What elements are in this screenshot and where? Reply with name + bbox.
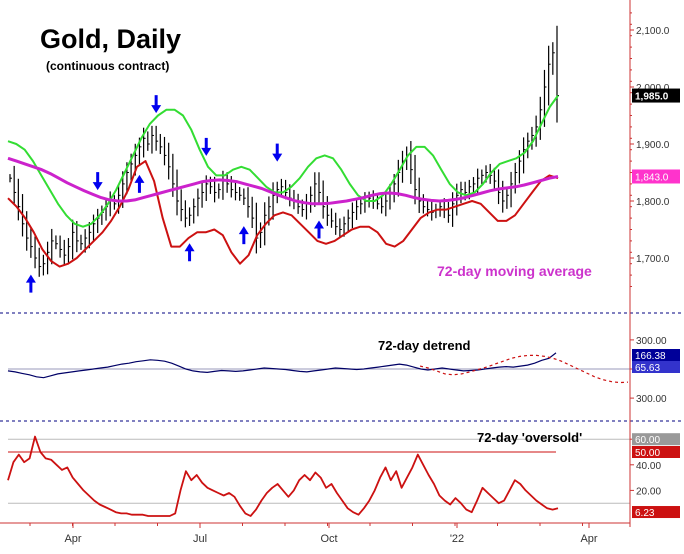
- up-arrow: [25, 274, 36, 293]
- last-value-label: 50.00: [635, 448, 660, 459]
- last-value-label: 166.38: [635, 351, 666, 362]
- y-tick-label: 2,000.0: [636, 83, 670, 94]
- last-value-box: [632, 433, 680, 446]
- last-value-label: 1,843.0: [635, 172, 669, 183]
- price-panel: [7, 25, 559, 293]
- oversold-panel: [7, 435, 630, 517]
- x-tick-label: '22: [450, 533, 464, 545]
- down-arrow: [92, 172, 103, 191]
- x-tick-label: Oct: [320, 533, 337, 545]
- last-value-label: 65.63: [635, 363, 660, 374]
- detrend-panel: [7, 352, 630, 384]
- last-value-label: 6.23: [635, 508, 655, 519]
- chart-subtitle: (continuous contract): [46, 59, 169, 73]
- oversold-annotation: 72-day 'oversold': [477, 430, 582, 445]
- chart-title: Gold, Daily: [40, 24, 181, 54]
- down-arrow: [151, 95, 162, 114]
- last-value-label: 1,985.0: [635, 92, 669, 103]
- down-arrow: [272, 143, 283, 162]
- x-tick-label: Jul: [193, 533, 207, 545]
- y-tick-label: 300.00: [636, 336, 667, 347]
- detrend-line: [7, 352, 557, 379]
- last-value-box: [632, 361, 680, 373]
- y-tick-label: 1,700.0: [636, 254, 670, 265]
- last-value-box: [632, 349, 680, 361]
- oversold-line: [7, 435, 559, 517]
- up-arrow: [134, 174, 145, 193]
- down-arrow: [201, 137, 212, 156]
- last-value-box: [632, 506, 680, 519]
- y-tick-label: 2,100.0: [636, 26, 670, 37]
- detrend-projection-line: [419, 354, 629, 384]
- last-value-box: [632, 446, 680, 458]
- y-tick-label: 1,800.0: [636, 197, 670, 208]
- y-tick-label: 1,900.0: [636, 140, 670, 151]
- up-arrow: [238, 226, 249, 245]
- up-arrow: [313, 220, 324, 239]
- upper-band-line: [7, 95, 559, 228]
- detrend-annotation: 72-day detrend: [378, 338, 471, 353]
- up-arrow: [184, 243, 195, 262]
- chart-text: Gold, Daily (continuous contract) 72-day m…: [40, 24, 592, 445]
- moving-average-line: [7, 156, 559, 206]
- lower-band-line: [7, 160, 559, 268]
- last-value-box: [632, 88, 680, 103]
- moving-average-annotation: 72-day moving average: [437, 263, 592, 279]
- y-tick-label: 300.00: [636, 394, 667, 405]
- y-tick-label: 20.00: [636, 486, 661, 497]
- last-value-label: 60.00: [635, 435, 660, 446]
- x-tick-label: Apr: [64, 533, 81, 545]
- gridlines: [0, 312, 684, 422]
- last-value-box: [632, 169, 680, 184]
- x-tick-label: Apr: [580, 533, 597, 545]
- y-tick-label: 40.00: [636, 461, 661, 472]
- axes: 1,700.0 1,800.0 1,900.0 2,000.0 2,100.0 1,985…: [0, 0, 680, 545]
